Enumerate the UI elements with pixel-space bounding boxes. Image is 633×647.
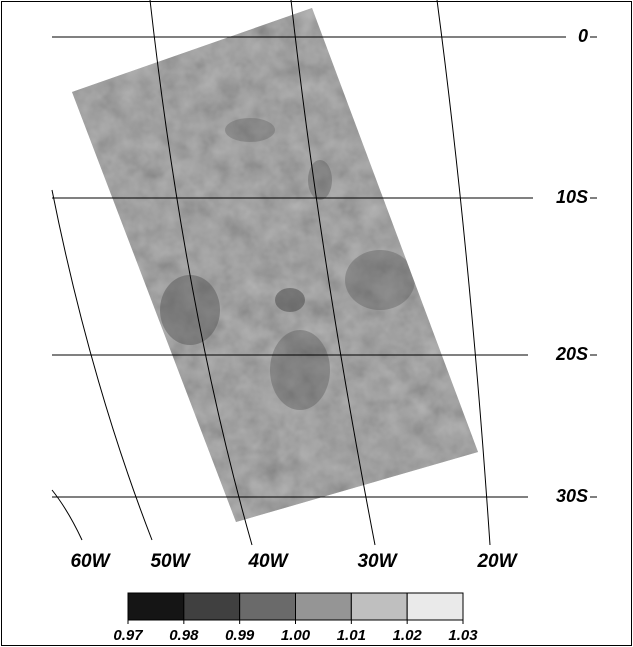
- longitude-label: 30W: [357, 551, 398, 572]
- image-strip: [0, 0, 633, 647]
- color-swatch: [128, 593, 184, 620]
- color-swatch: [296, 593, 352, 620]
- latitude-label: 20S: [555, 344, 588, 364]
- color-swatch: [184, 593, 240, 620]
- colorbar-tick-label: 1.03: [448, 627, 478, 644]
- longitude-label: 20W: [476, 551, 518, 572]
- colorbar-tick-label: 0.97: [113, 627, 143, 644]
- colorbar-tick-label: 1.00: [281, 627, 311, 644]
- latitude-label: 30S: [556, 486, 588, 506]
- color-swatch: [240, 593, 296, 620]
- longitude-label: 50W: [150, 551, 191, 572]
- colorbar-tick-label: 1.02: [393, 627, 423, 644]
- longitude-label: 40W: [247, 551, 289, 572]
- map-figure: 0 10S 20S 30S 60W 50W 40W 30W 20W 0.97 0.98 0.99 1.…: [0, 0, 633, 647]
- colorbar-tick-label: 1.01: [337, 627, 366, 644]
- colorbar-tick-label: 0.98: [169, 627, 199, 644]
- colorbar: 0.97 0.98 0.99 1.00 1.01 1.02 1.03: [113, 593, 478, 644]
- latitude-label: 0: [578, 26, 588, 46]
- latitude-label: 10S: [556, 187, 588, 207]
- color-swatch: [407, 593, 463, 620]
- longitude-label: 60W: [70, 551, 111, 572]
- colorbar-tick-label: 0.99: [225, 627, 255, 644]
- color-swatch: [351, 593, 407, 620]
